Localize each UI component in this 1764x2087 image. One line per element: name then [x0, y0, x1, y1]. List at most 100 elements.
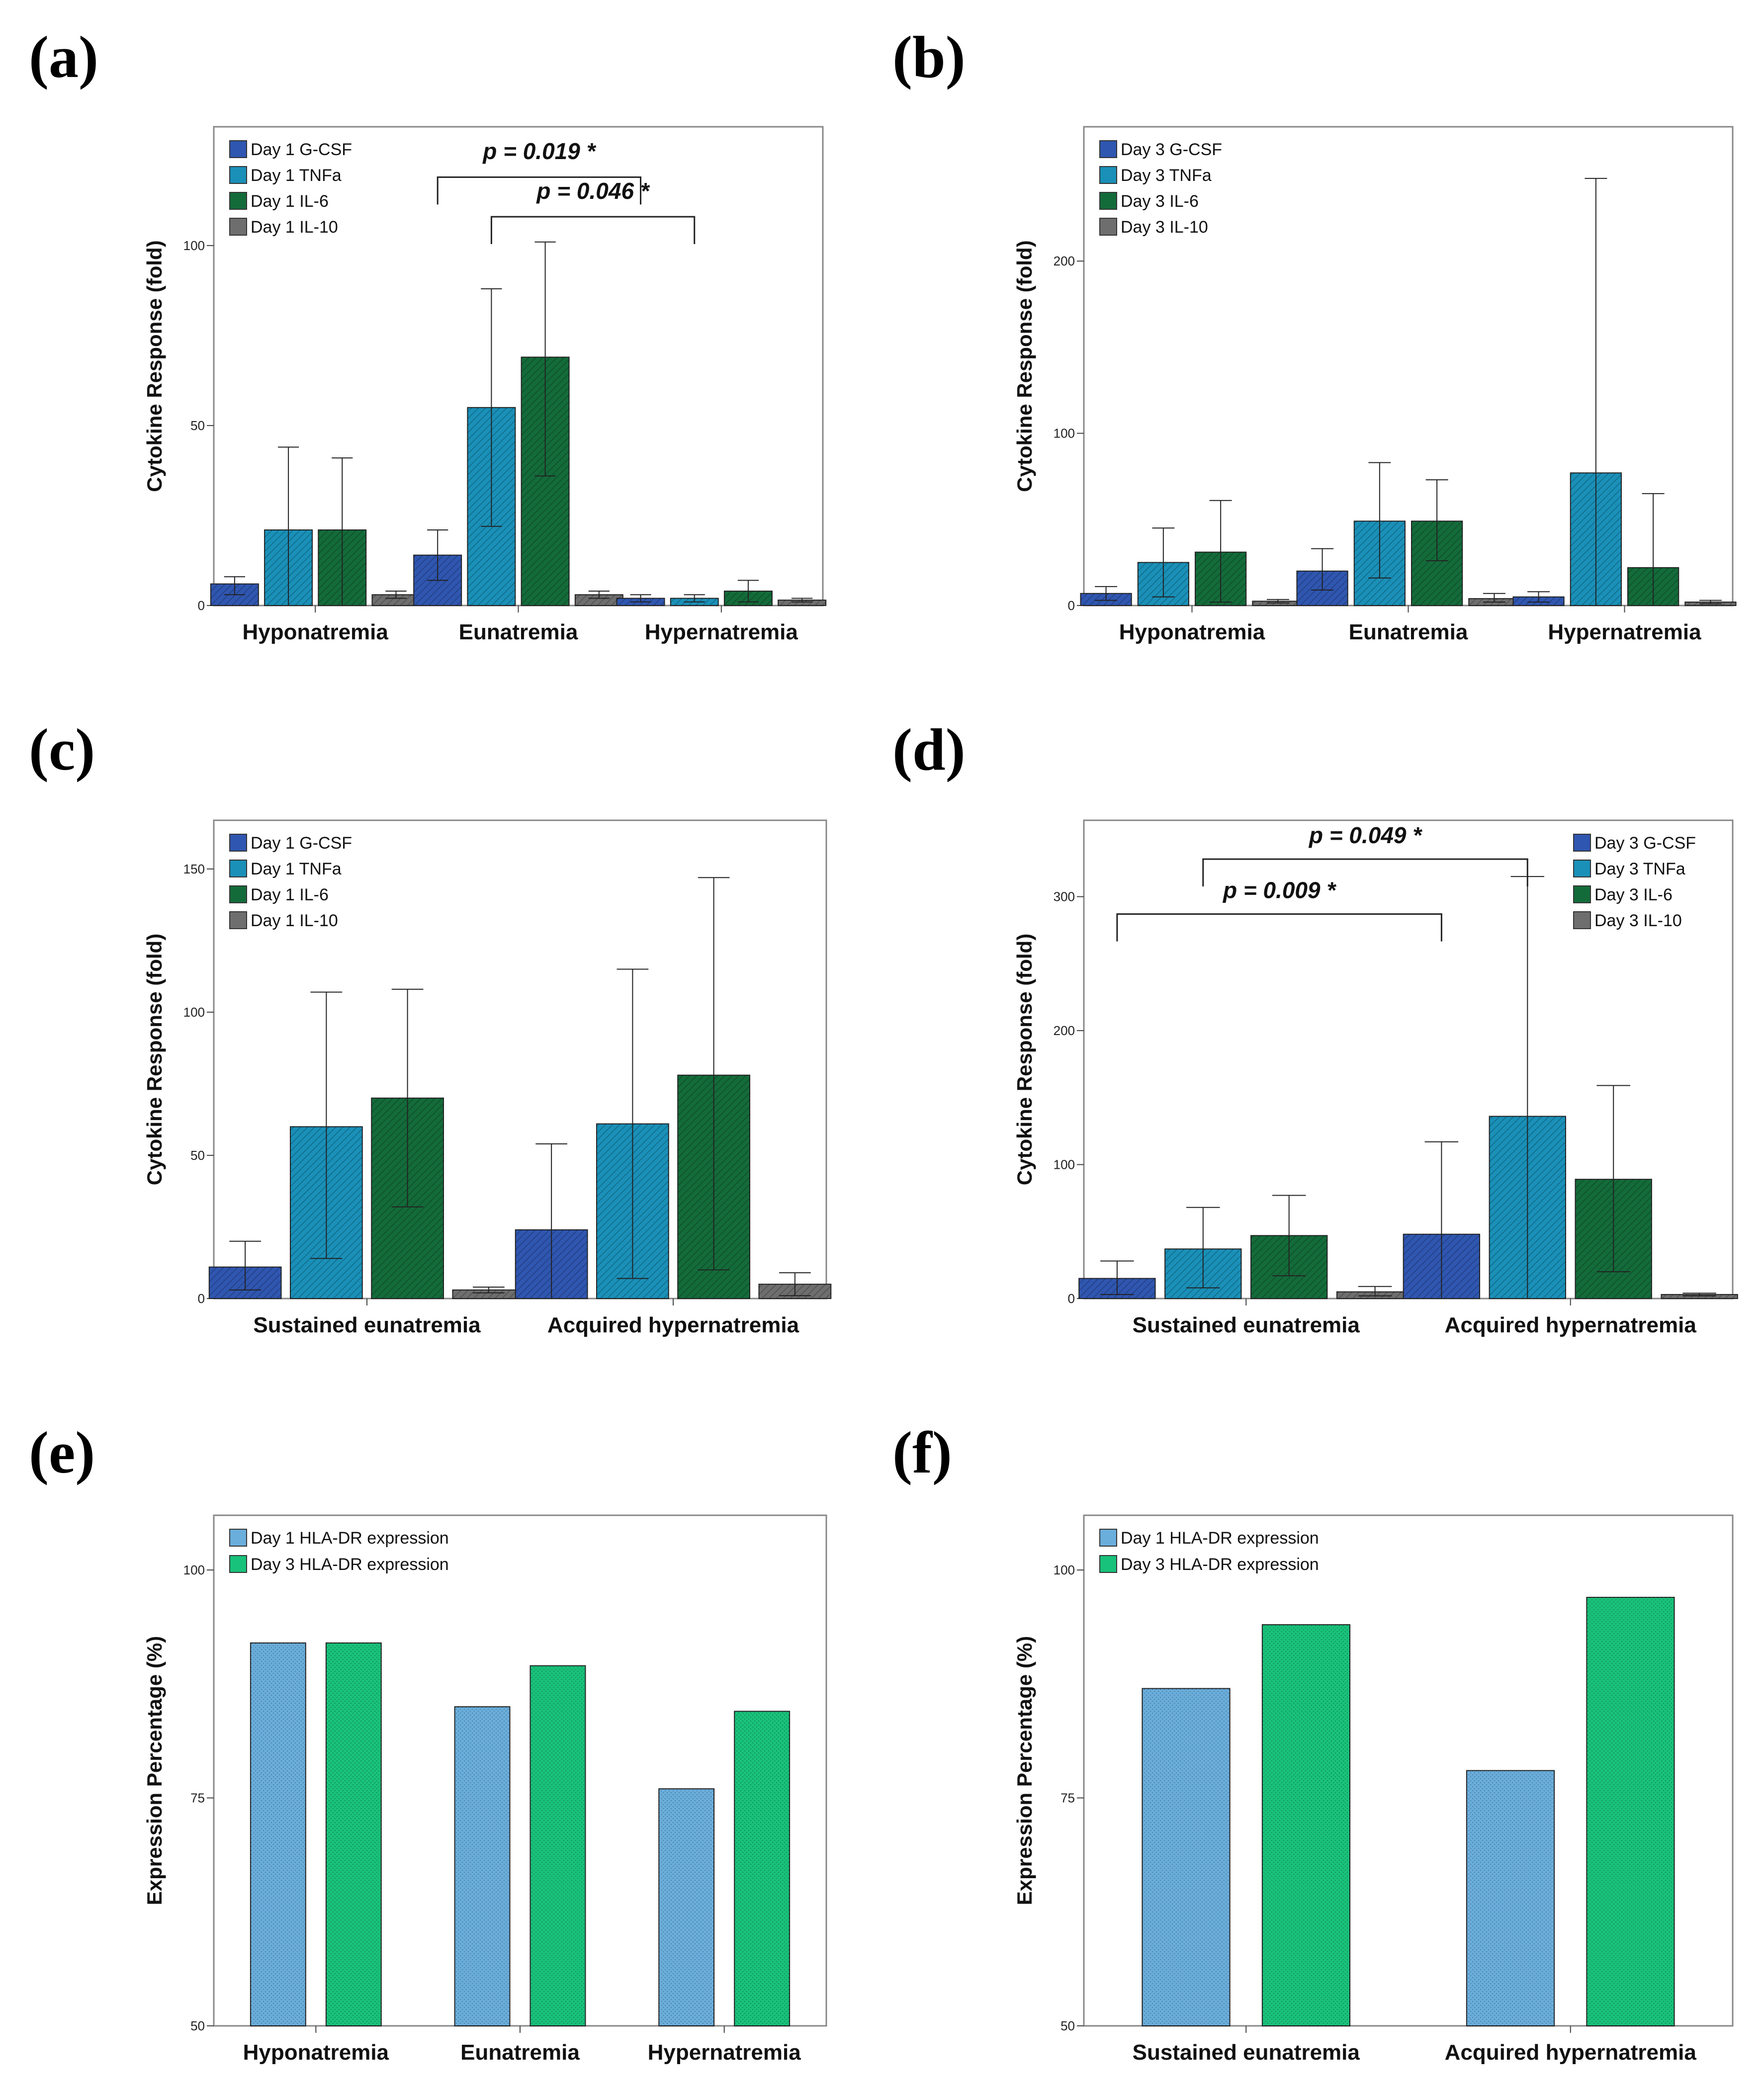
- y-tick-label: 300: [1054, 889, 1075, 904]
- legend-label-day-3-il-10: Day 3 IL-10: [1594, 911, 1682, 930]
- panel-b-label: (b): [892, 24, 966, 90]
- bar-texture: [1262, 1625, 1350, 2026]
- panel-c-label: (c): [29, 716, 95, 783]
- y-tick-label: 0: [198, 1291, 205, 1306]
- bar-texture: [1142, 1688, 1230, 2026]
- legend-label-day-1-g-csf: Day 1 G-CSF: [251, 834, 352, 853]
- panel-c: (c) 0 50 100 150 Cytokine Response (fold) Sust…: [29, 716, 832, 1337]
- legend-swatch-day-1-g-csf: [229, 140, 247, 158]
- category-label-hyponatremia: Hyponatremia: [242, 620, 388, 644]
- bar-texture: [575, 595, 623, 606]
- y-tick-label: 50: [190, 2018, 205, 2033]
- bar-texture: [530, 1665, 586, 2026]
- legend-label-day-1-il-6: Day 1 IL-6: [251, 885, 329, 904]
- y-axis-label: Cytokine Response (fold): [143, 240, 166, 492]
- legend-label-day-1-il-6: Day 1 IL-6: [251, 192, 329, 211]
- y-tick-label: 0: [198, 598, 205, 613]
- y-tick-label: 100: [1054, 426, 1075, 441]
- y-tick-label: 100: [183, 1563, 205, 1577]
- category-label-eunatremia: Eunatremia: [460, 2040, 580, 2065]
- bar-texture: [1661, 1294, 1738, 1299]
- panel-a-label: (a): [29, 24, 98, 90]
- legend-label-day-1-g-csf: Day 1 G-CSF: [251, 140, 352, 159]
- legend-label-day-3-tnfa: Day 3 TNFa: [1121, 166, 1212, 185]
- bar-texture: [452, 1290, 525, 1299]
- bar-texture: [778, 600, 826, 606]
- legend-label-day-1-hla-dr-expression: Day 1 HLA-DR expression: [1121, 1529, 1319, 1548]
- legend-label-day-1-il-10: Day 1 IL-10: [251, 911, 338, 930]
- category-label-hypernatremia: Hypernatremia: [648, 2040, 801, 2065]
- legend-swatch-day-3-il-10: [1573, 911, 1591, 929]
- legend-swatch-day-3-tnfa: [1099, 166, 1117, 184]
- y-tick-label: 100: [183, 1005, 205, 1020]
- category-label-sustained-eunatremia: Sustained eunatremia: [1133, 2040, 1360, 2065]
- legend-label-day-3-g-csf: Day 3 G-CSF: [1594, 834, 1696, 853]
- panel-d: (d) 0 100 200 300 Cytokine Response (fold) Sus…: [892, 716, 1738, 1337]
- y-tick-label: 50: [190, 1148, 205, 1163]
- y-axis-label: Expression Percentage (%): [143, 1636, 166, 1906]
- y-axis-label: Cytokine Response (fold): [143, 934, 166, 1185]
- p-value-annotation: p = 0.046 *: [535, 178, 650, 204]
- legend-label-day-1-il-10: Day 1 IL-10: [251, 218, 338, 237]
- category-label-hyponatremia: Hyponatremia: [243, 2040, 389, 2065]
- legend-swatch-day-3-g-csf: [1573, 834, 1591, 852]
- legend-swatch-day-1-g-csf: [229, 834, 247, 852]
- legend-label-day-3-tnfa: Day 3 TNFa: [1594, 860, 1685, 878]
- y-tick-label: 50: [190, 418, 205, 433]
- legend-swatch-day-3-g-csf: [1099, 140, 1117, 158]
- p-value-annotation: p = 0.019 *: [482, 138, 596, 164]
- significance-bracket: [1116, 913, 1442, 942]
- legend-swatch-day-1-tnfa: [229, 860, 247, 877]
- legend-swatch-day-3-tnfa: [1573, 860, 1591, 877]
- bar-texture: [250, 1643, 306, 2026]
- legend-swatch-day-1-il-6: [229, 192, 247, 210]
- legend-swatch-day-3-hla-dr-expression: [229, 1555, 247, 1573]
- legend-swatch-day-1-il-6: [229, 885, 247, 903]
- category-label-hyponatremia: Hyponatremia: [1119, 620, 1265, 644]
- legend-swatch-day-1-il-10: [229, 218, 247, 236]
- y-tick-label: 100: [183, 238, 205, 253]
- y-tick-label: 50: [1060, 2018, 1075, 2033]
- legend-swatch-day-1-hla-dr-expression: [229, 1529, 247, 1547]
- category-label-acquired-hypernatremia: Acquired hypernatremia: [1445, 2040, 1697, 2065]
- bar-texture: [659, 1789, 714, 2026]
- y-tick-label: 100: [1054, 1563, 1075, 1577]
- panel-f: (f) 50 75 100 Expression Percentage (%) Susta…: [892, 1419, 1734, 2065]
- legend-label-day-3-il-10: Day 3 IL-10: [1121, 218, 1208, 237]
- legend-swatch-day-3-il-6: [1099, 192, 1117, 210]
- legend-label-day-1-tnfa: Day 1 TNFa: [251, 860, 342, 878]
- y-tick-label: 0: [1068, 598, 1075, 613]
- panel-d-label: (d): [892, 716, 966, 783]
- y-tick-label: 75: [1060, 1791, 1075, 1806]
- bar-texture: [454, 1707, 510, 2026]
- y-tick-label: 75: [190, 1791, 205, 1806]
- significance-bracket: [490, 216, 696, 245]
- category-label-sustained-eunatremia: Sustained eunatremia: [1133, 1313, 1360, 1337]
- legend-label-day-1-tnfa: Day 1 TNFa: [251, 166, 342, 185]
- legend-swatch-day-3-hla-dr-expression: [1099, 1555, 1117, 1573]
- legend-swatch-day-3-il-10: [1099, 218, 1117, 236]
- y-axis-label: Cytokine Response (fold): [1013, 934, 1036, 1185]
- legend-label-day-3-hla-dr-expression: Day 3 HLA-DR expression: [1121, 1555, 1319, 1574]
- p-value-annotation: p = 0.049 *: [1308, 822, 1422, 848]
- category-label-eunatremia: Eunatremia: [1349, 620, 1468, 644]
- plot-frame: [1083, 1514, 1734, 2027]
- bar-texture: [734, 1711, 790, 2026]
- legend-swatch-day-1-hla-dr-expression: [1099, 1529, 1117, 1547]
- significance-bracket: [437, 176, 642, 205]
- category-label-acquired-hypernatremia: Acquired hypernatremia: [1445, 1313, 1697, 1337]
- legend-label-day-3-il-6: Day 3 IL-6: [1594, 885, 1673, 904]
- legend-label-day-3-hla-dr-expression: Day 3 HLA-DR expression: [251, 1555, 449, 1574]
- legend-label-day-1-hla-dr-expression: Day 1 HLA-DR expression: [251, 1529, 449, 1548]
- category-label-hypernatremia: Hypernatremia: [1548, 620, 1701, 644]
- bar-texture: [326, 1643, 381, 2026]
- y-tick-label: 0: [1068, 1291, 1075, 1306]
- panel-e-label: (e): [29, 1419, 95, 1485]
- bar-texture: [1587, 1597, 1675, 2026]
- significance-bracket: [1202, 858, 1528, 887]
- panel-f-label: (f): [892, 1419, 952, 1485]
- panel-a: (a) 0 50 100 Cytokine Response (fold) Hyponat…: [29, 24, 827, 644]
- panel-b: (b) 0 100 200 Cytokine Response (fold) Hypona…: [892, 24, 1737, 644]
- legend-label-day-3-g-csf: Day 3 G-CSF: [1121, 140, 1222, 159]
